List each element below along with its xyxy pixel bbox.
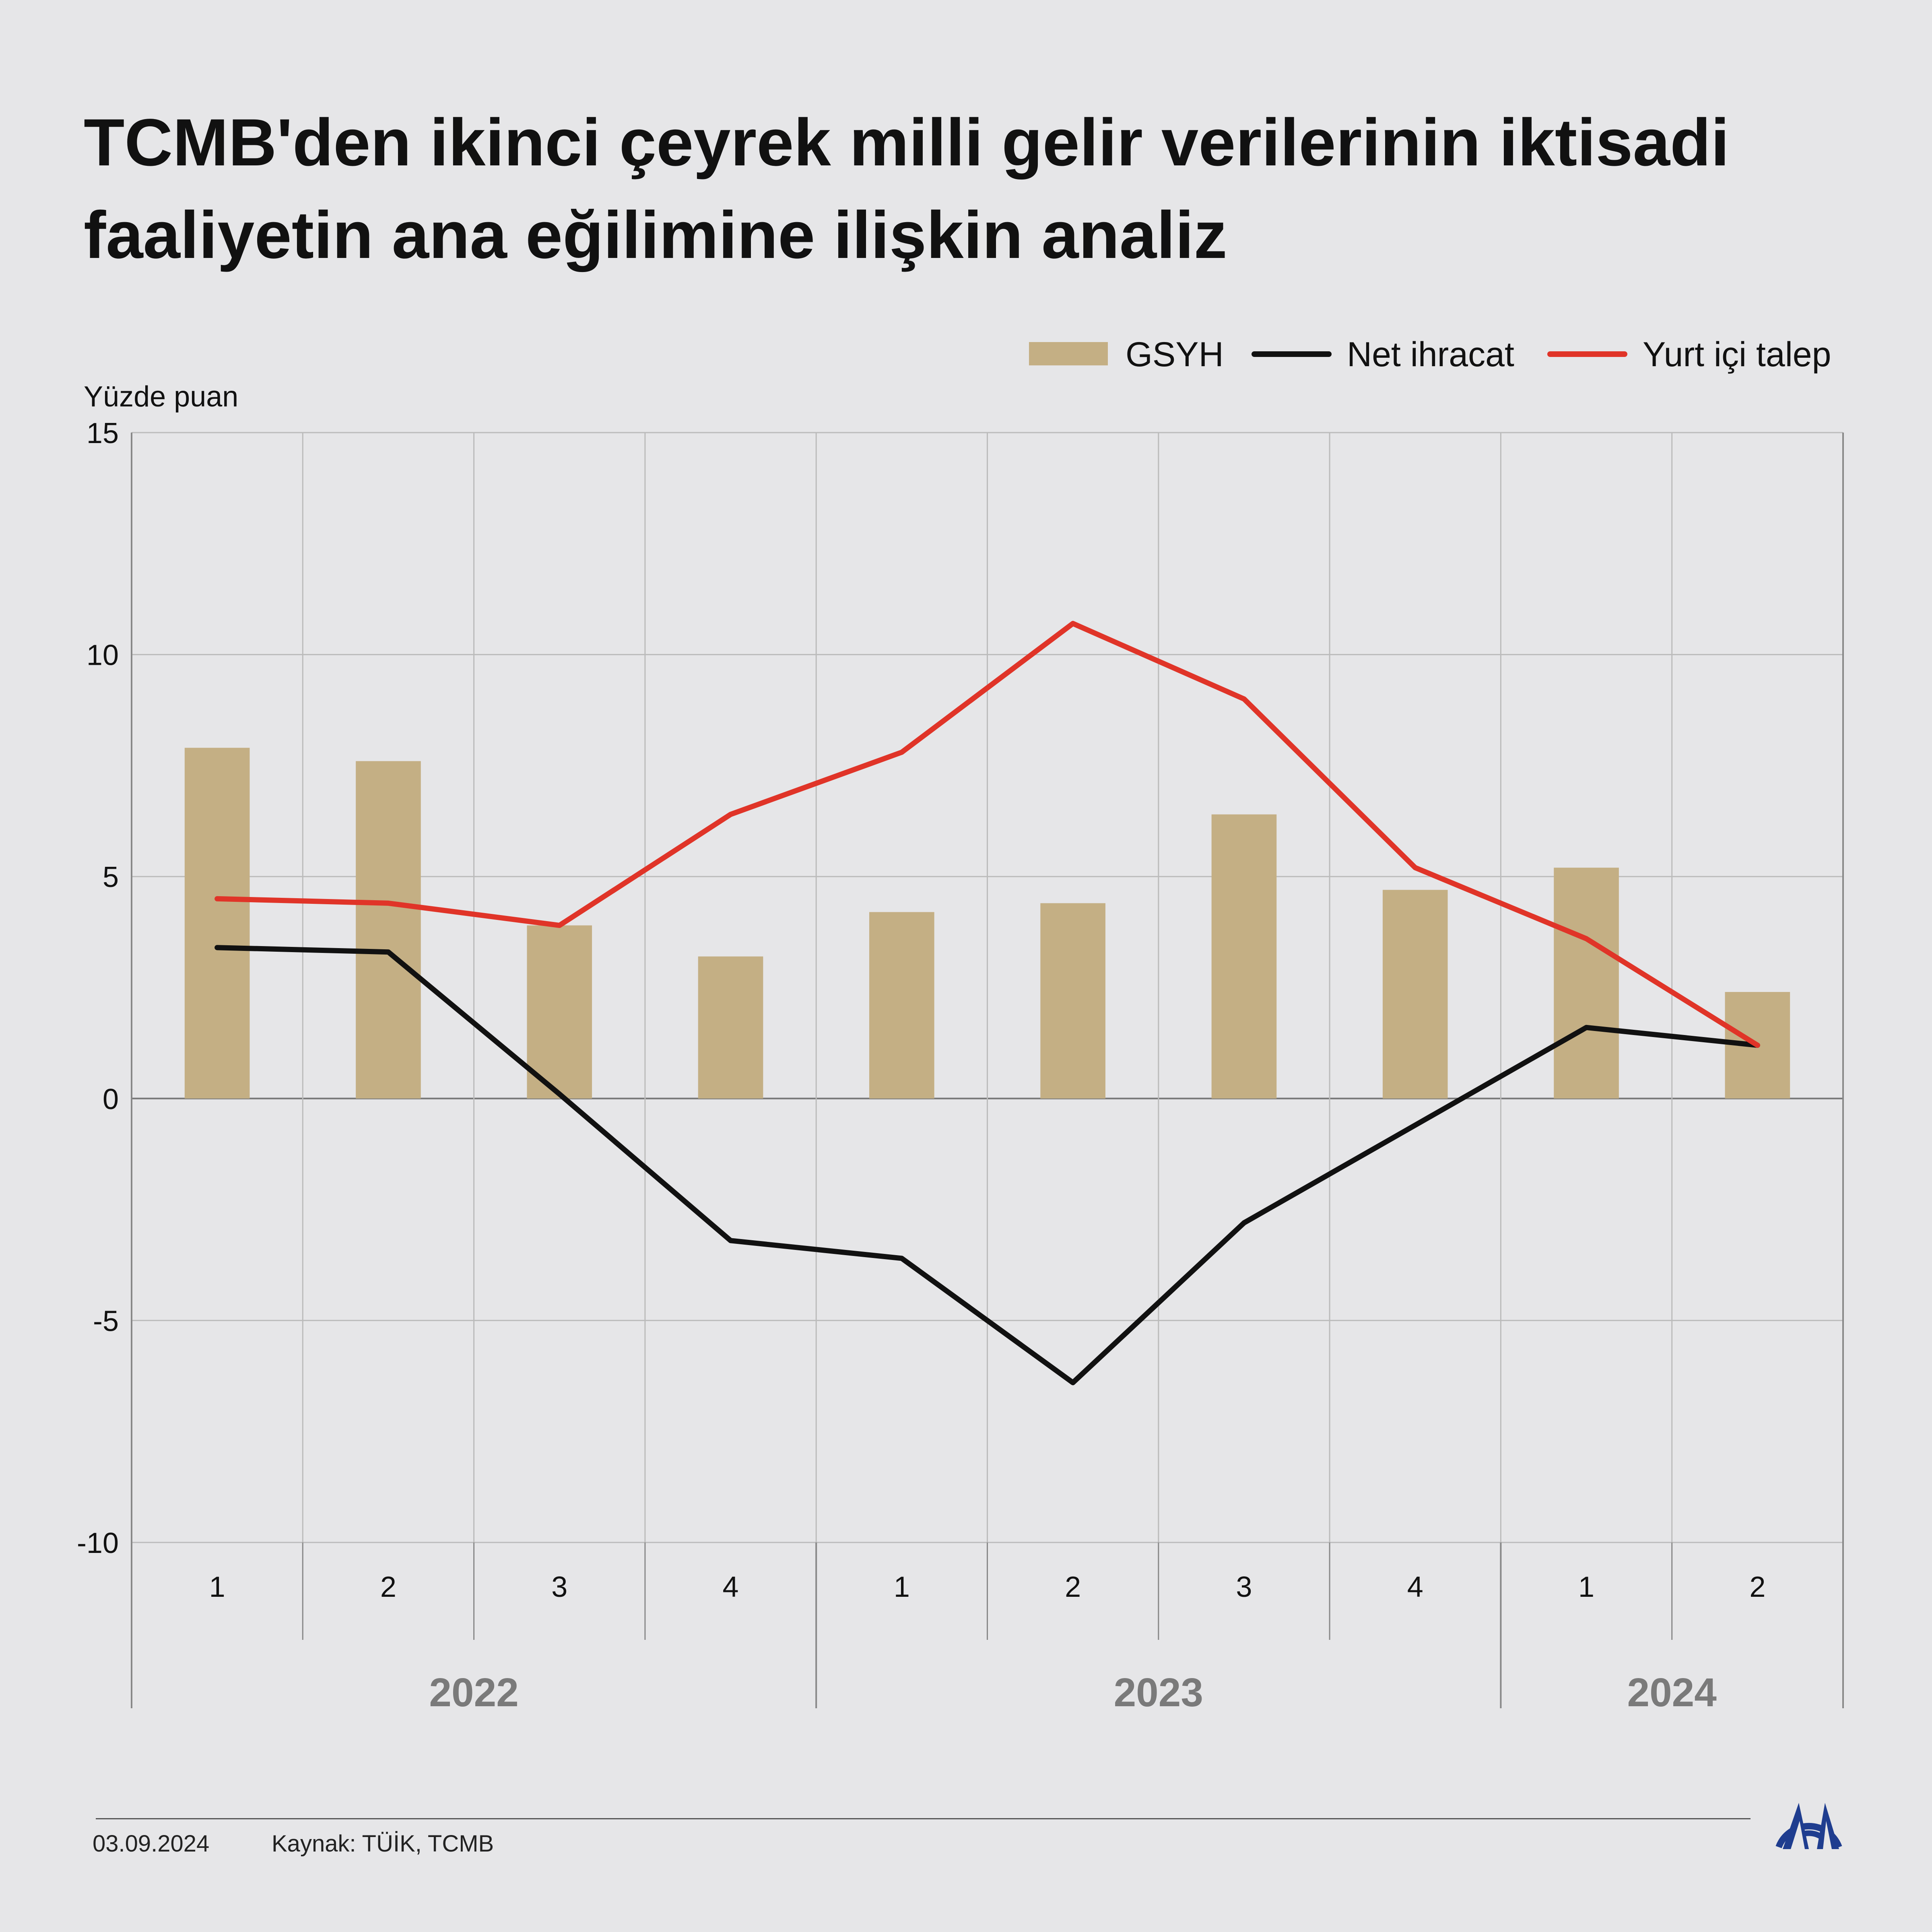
x-tick-label: 2 bbox=[1749, 1571, 1765, 1603]
footer-date: 03.09.2024 bbox=[93, 1831, 210, 1857]
y-tick-label: 0 bbox=[103, 1083, 119, 1115]
chart-title-line-2: faaliyetin ana eğilimine ilişkin analiz bbox=[84, 198, 1227, 272]
y-axis-label: Yüzde puan bbox=[84, 381, 238, 413]
x-tick-label: 3 bbox=[1236, 1571, 1252, 1603]
legend-label: GSYH bbox=[1126, 335, 1224, 374]
x-tick-label: 1 bbox=[894, 1571, 910, 1603]
x-tick-label: 2 bbox=[1065, 1571, 1081, 1603]
legend-label: Yurt içi talep bbox=[1643, 335, 1831, 374]
bar-gsyh bbox=[1040, 903, 1105, 1099]
bar-gsyh bbox=[356, 761, 421, 1099]
y-tick-label: -5 bbox=[93, 1305, 119, 1337]
chart-title-line-1: TCMB'den ikinci çeyrek milli gelir veril… bbox=[84, 105, 1730, 180]
line-series-yurt-ici-talep bbox=[214, 621, 1760, 1048]
bar-gsyh bbox=[1382, 890, 1448, 1099]
year-label: 2023 bbox=[1114, 1670, 1203, 1715]
bar-gsyh bbox=[869, 912, 934, 1099]
footer-divider bbox=[96, 1818, 1751, 1819]
x-tick-label: 2 bbox=[380, 1571, 396, 1603]
chart-title: TCMB'den ikinci çeyrek milli gelir veril… bbox=[84, 97, 1814, 282]
year-label: 2024 bbox=[1627, 1670, 1717, 1715]
y-tick-label: 10 bbox=[87, 639, 119, 672]
x-tick-label: 4 bbox=[723, 1571, 739, 1603]
axes: 15 10 5 0 -5 -10 1 2 3 4 1 2 3 4 1 2 2022 2023 2024 bbox=[77, 417, 1844, 1715]
bar-gsyh bbox=[698, 956, 763, 1099]
x-tick-label: 1 bbox=[1578, 1571, 1594, 1603]
x-tick-label: 4 bbox=[1407, 1571, 1423, 1603]
legend-swatch-gsyh bbox=[1029, 342, 1108, 365]
line-series-net-ihracat bbox=[214, 945, 1760, 1386]
bar-gsyh bbox=[527, 925, 592, 1099]
aa-logo-icon bbox=[1775, 1803, 1842, 1849]
y-tick-label: 15 bbox=[87, 417, 119, 449]
legend-label: Net ihracat bbox=[1347, 335, 1514, 374]
footer-source: Kaynak: TÜİK, TCMB bbox=[272, 1831, 494, 1857]
bar-series-gsyh bbox=[184, 748, 1790, 1099]
bar-gsyh bbox=[184, 748, 250, 1099]
x-tick-label: 3 bbox=[551, 1571, 567, 1603]
bar-gsyh bbox=[1211, 814, 1277, 1099]
bar-gsyh bbox=[1554, 868, 1619, 1099]
legend: GSYH Net ihracat Yurt içi talep bbox=[1029, 335, 1831, 374]
y-tick-label: 5 bbox=[103, 861, 119, 893]
line-series bbox=[214, 621, 1760, 1386]
year-label: 2022 bbox=[429, 1670, 518, 1715]
x-tick-label: 1 bbox=[209, 1571, 225, 1603]
y-tick-label: -10 bbox=[77, 1527, 119, 1559]
